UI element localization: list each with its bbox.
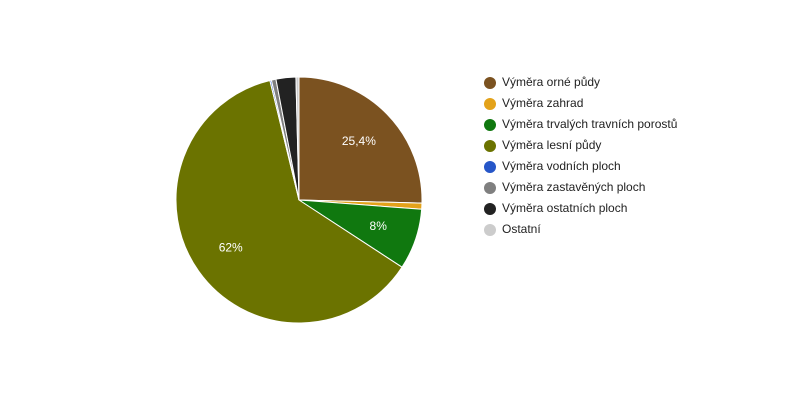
legend-marker xyxy=(484,77,496,89)
legend-marker xyxy=(484,182,496,194)
legend-label: Výměra zastavěných ploch xyxy=(502,180,645,194)
legend-label: Výměra lesní půdy xyxy=(502,138,601,152)
legend-label: Výměra zahrad xyxy=(502,96,583,110)
legend-marker xyxy=(484,161,496,173)
legend-marker xyxy=(484,119,496,131)
legend-marker xyxy=(484,98,496,110)
legend-label: Výměra orné půdy xyxy=(502,75,600,89)
legend-marker xyxy=(484,224,496,236)
legend-label: Výměra vodních ploch xyxy=(502,159,621,173)
data-label: 25,4% xyxy=(342,134,376,148)
pie-slice xyxy=(295,76,300,201)
legend-marker xyxy=(484,140,496,152)
data-label: 62% xyxy=(219,240,243,254)
legend-label: Ostatní xyxy=(502,222,541,236)
legend-label: Výměra trvalých travních porostů xyxy=(502,117,677,131)
legend-marker xyxy=(484,203,496,215)
pie-slice xyxy=(175,79,403,324)
data-label: 8% xyxy=(370,219,388,233)
pie-slice xyxy=(298,76,423,204)
legend-label: Výměra ostatních ploch xyxy=(502,201,627,215)
